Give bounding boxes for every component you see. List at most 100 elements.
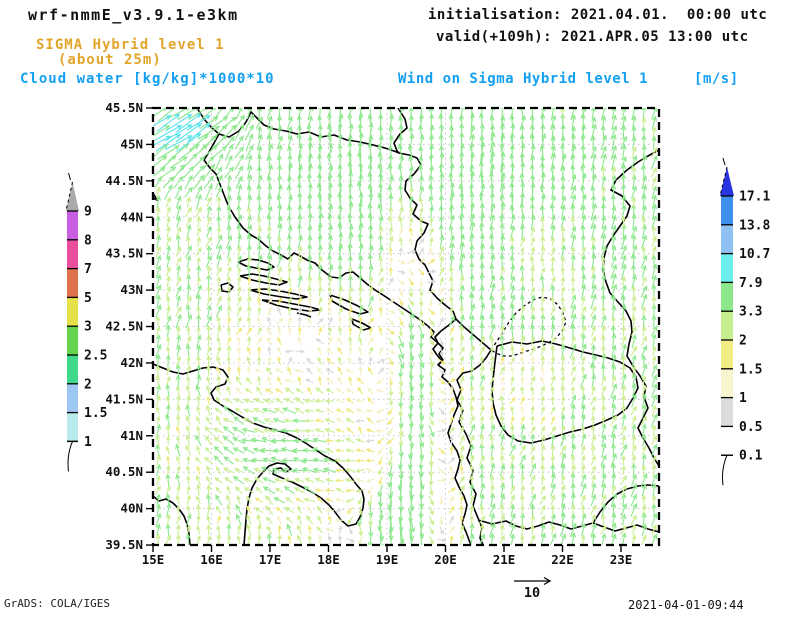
axis-ticks [146,107,622,552]
border-danube-drina [393,108,457,320]
wind-colorbar: 17.1 13.8 10.7 7.9 3.3 2 1.5 1 0.5 0.1 [719,157,770,486]
wind-colorbar-segment [721,196,733,225]
y-axis-label: 40N [120,501,143,516]
y-axis-label: 42.5N [105,319,143,334]
cloud-colorbar-label: 2 [84,377,92,392]
island [239,273,288,286]
reference-vector-head [543,576,552,586]
cloud-colorbar-segment [67,412,78,442]
wind-colorbar-label: 0.5 [739,420,762,435]
cloud-colorbar-label: 5 [84,291,92,306]
wind-colorbar-segment [721,253,733,283]
island [220,282,234,293]
cloud-colorbar-segment [67,383,78,413]
x-axis-label: 18E [317,552,340,567]
reference-vector-label: 10 [524,585,540,601]
y-axis-label: 43.5N [105,246,143,261]
x-axis-label: 19E [376,552,399,567]
wind-vectors [153,108,658,545]
cloud-field-title: Cloud water [kg/kg]*1000*10 [20,71,275,87]
wind-colorbar-segment [721,368,733,398]
wind-title-row: Wind on Sigma Hybrid level 1 [m/s] [398,71,739,87]
coastlines-borders [136,108,659,545]
wind-vector-set [155,108,658,545]
cloud-colorbar-label: 7 [84,262,92,277]
x-axis-label: 20E [434,552,457,567]
border-greece-north [477,519,659,533]
reference-vector [514,576,552,586]
coast-croatia-albania [203,133,472,545]
wind-vector-set [165,226,556,545]
wind-colorbar-segment [721,340,733,369]
cloud-colorbar-segment [67,268,78,298]
wind-colorbar-label: 1 [739,391,747,406]
wind-vector-set [153,108,658,545]
cloud-colorbar-segment [67,326,78,355]
y-axis-label: 41N [120,428,143,443]
border-greece-bulgaria [592,484,659,524]
cloud-colorbar-label: 8 [84,233,92,248]
cloud-colorbar-segment [67,355,78,384]
cloud-colorbar-segment [67,239,78,269]
cloud-colorbar-label: 1 [84,435,92,450]
wind-colorbar-arrow-edge [719,166,728,197]
y-axis-label: 40.5N [105,464,143,479]
wind-vector-set [267,237,456,545]
y-axis-label: 39.5N [105,537,143,552]
wind-colorbar-label: 0.1 [739,449,763,464]
x-axis-label: 15E [142,552,165,567]
border-serbia-east [602,149,659,467]
x-axis-label: 23E [610,552,633,567]
border-albania-east [456,349,492,545]
y-axis-label: 43N [120,282,143,297]
x-axis-label: 21E [493,552,516,567]
border-serbia-kosovo [455,318,492,351]
cloud-colorbar-label: 2.5 [84,349,107,364]
y-axis-label: 44N [120,209,143,224]
cloud-colorbar-label: 3 [84,320,92,335]
island [329,294,369,315]
y-axis-label: 45N [120,136,143,151]
wind-colorbar-top-dash [722,157,726,166]
cloud-colorbar-label: 1.5 [84,406,107,421]
border-montenegro [432,318,457,366]
wind-vector-set [153,113,212,153]
wind-colorbar-label: 7.9 [739,276,762,291]
wind-colorbar-segment [721,282,733,312]
valid-time: valid(+109h): 2021.APR.05 13:00 utc [436,29,749,45]
x-axis-label: 16E [200,552,223,567]
wind-colorbar-label: 13.8 [739,218,770,233]
wind-colorbar-label: 2 [739,334,747,349]
wind-colorbar-label: 3.3 [739,305,762,320]
island [136,226,149,238]
y-axis-label: 44.5N [105,173,143,188]
wind-vector-set [235,227,545,545]
wind-colorbar-segment [721,311,733,340]
level-title-line2: (about 25m) [58,52,162,68]
cloud-colorbar-arrow-edge [65,181,73,212]
border-macedonia [491,340,639,444]
initialisation-time: initialisation: 2021.04.01. 00:00 utc [428,7,768,23]
cloud-colorbar-top-dash [68,172,71,181]
coast-italy [153,363,365,545]
cloud-colorbar-over-arrow [66,182,79,211]
wind-colorbar-label: 17.1 [739,190,770,205]
cloud-colorbar-segment [67,297,78,327]
wind-colorbar-label: 1.5 [739,362,762,377]
x-axis-label: 17E [259,552,282,567]
x-axis-label: 22E [551,552,574,567]
cloud-colorbar-label: 9 [84,205,92,220]
y-axis-label: 42N [120,355,143,370]
wind-colorbar-label: 10.7 [739,247,770,262]
wind-colorbar-segment [721,426,733,456]
y-axis-label: 45.5N [105,100,143,115]
level-title-line1: SIGMA Hybrid level 1 [36,37,225,53]
wind-colorbar-tail [722,455,728,486]
island [296,312,312,318]
plot-timestamp: 2021-04-01-09:44 [628,598,744,612]
wind-colorbar-segment [721,397,733,427]
grads-credit: GrADS: COLA/IGES [4,597,110,610]
wind-units: [m/s] [694,71,739,87]
wind-title: Wind on Sigma Hybrid level 1 [398,71,649,87]
